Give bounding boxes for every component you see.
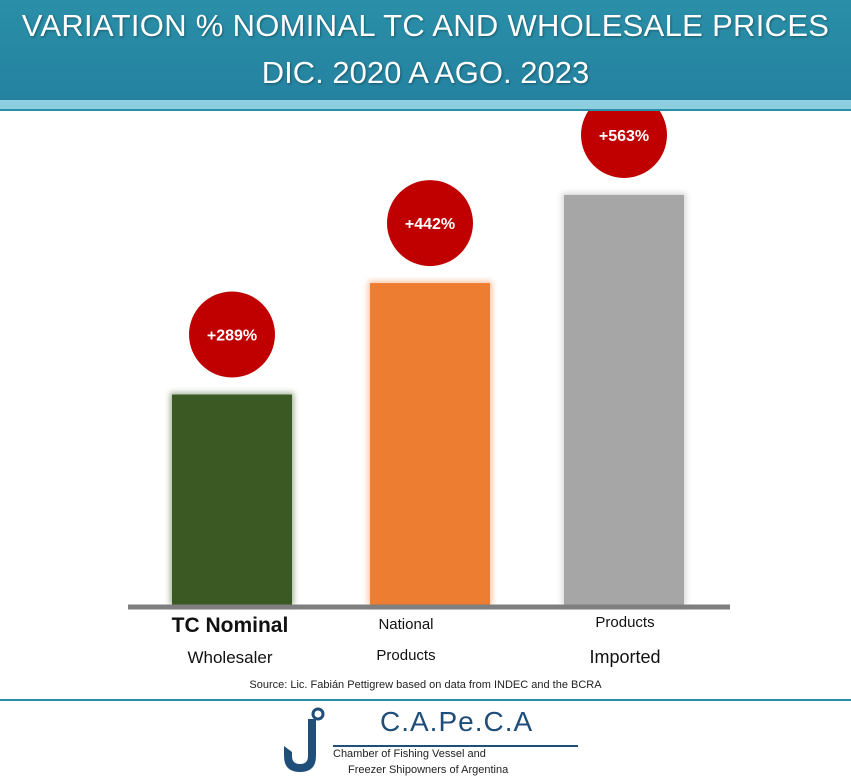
data-labels-layer: +289% +442% +563%	[189, 111, 667, 378]
logo-subtitle-line2: Freezer Shipowners of Argentina	[348, 764, 509, 776]
x-tick-label-0-line2: Wholesaler	[187, 648, 273, 667]
logo-name: C.A.Pe.C.A	[380, 706, 534, 737]
fishhook-logo-icon	[284, 707, 325, 772]
chart-title: VARIATION % NOMINAL TC AND WHOLESALE PRI…	[21, 8, 830, 43]
bar-2	[564, 194, 684, 605]
footer-divider	[0, 699, 851, 701]
x-tick-label-2-line1: Products	[595, 614, 655, 631]
data-label-2: +563%	[599, 128, 649, 145]
data-label-0: +289%	[207, 328, 257, 345]
header-divider	[0, 109, 851, 111]
data-label-bubble-0	[189, 291, 275, 378]
data-label-bubble-1	[387, 180, 473, 267]
x-tick-label-1-line1: National	[378, 616, 434, 633]
source-note: Source: Lic. Fabián Pettigrew based on d…	[249, 679, 602, 691]
bar-chart: +289% +442% +563%	[128, 111, 730, 610]
bar-0	[172, 394, 292, 605]
logo-rule	[333, 745, 578, 747]
x-tick-label-0-line1: TC Nominal	[171, 614, 289, 637]
x-tick-label-2-line2: Imported	[589, 647, 661, 667]
data-label-bubble-2	[581, 111, 667, 178]
header-banner	[0, 0, 851, 100]
chart-subtitle: DIC. 2020 A AGO. 2023	[261, 55, 590, 90]
x-tick-label-1-line2: Products	[376, 647, 436, 664]
data-label-1: +442%	[405, 216, 455, 233]
header-stripe	[0, 100, 851, 110]
bar-1	[370, 283, 490, 605]
bars-layer	[170, 192, 686, 605]
logo-subtitle-line1: Chamber of Fishing Vessel and	[333, 748, 486, 760]
